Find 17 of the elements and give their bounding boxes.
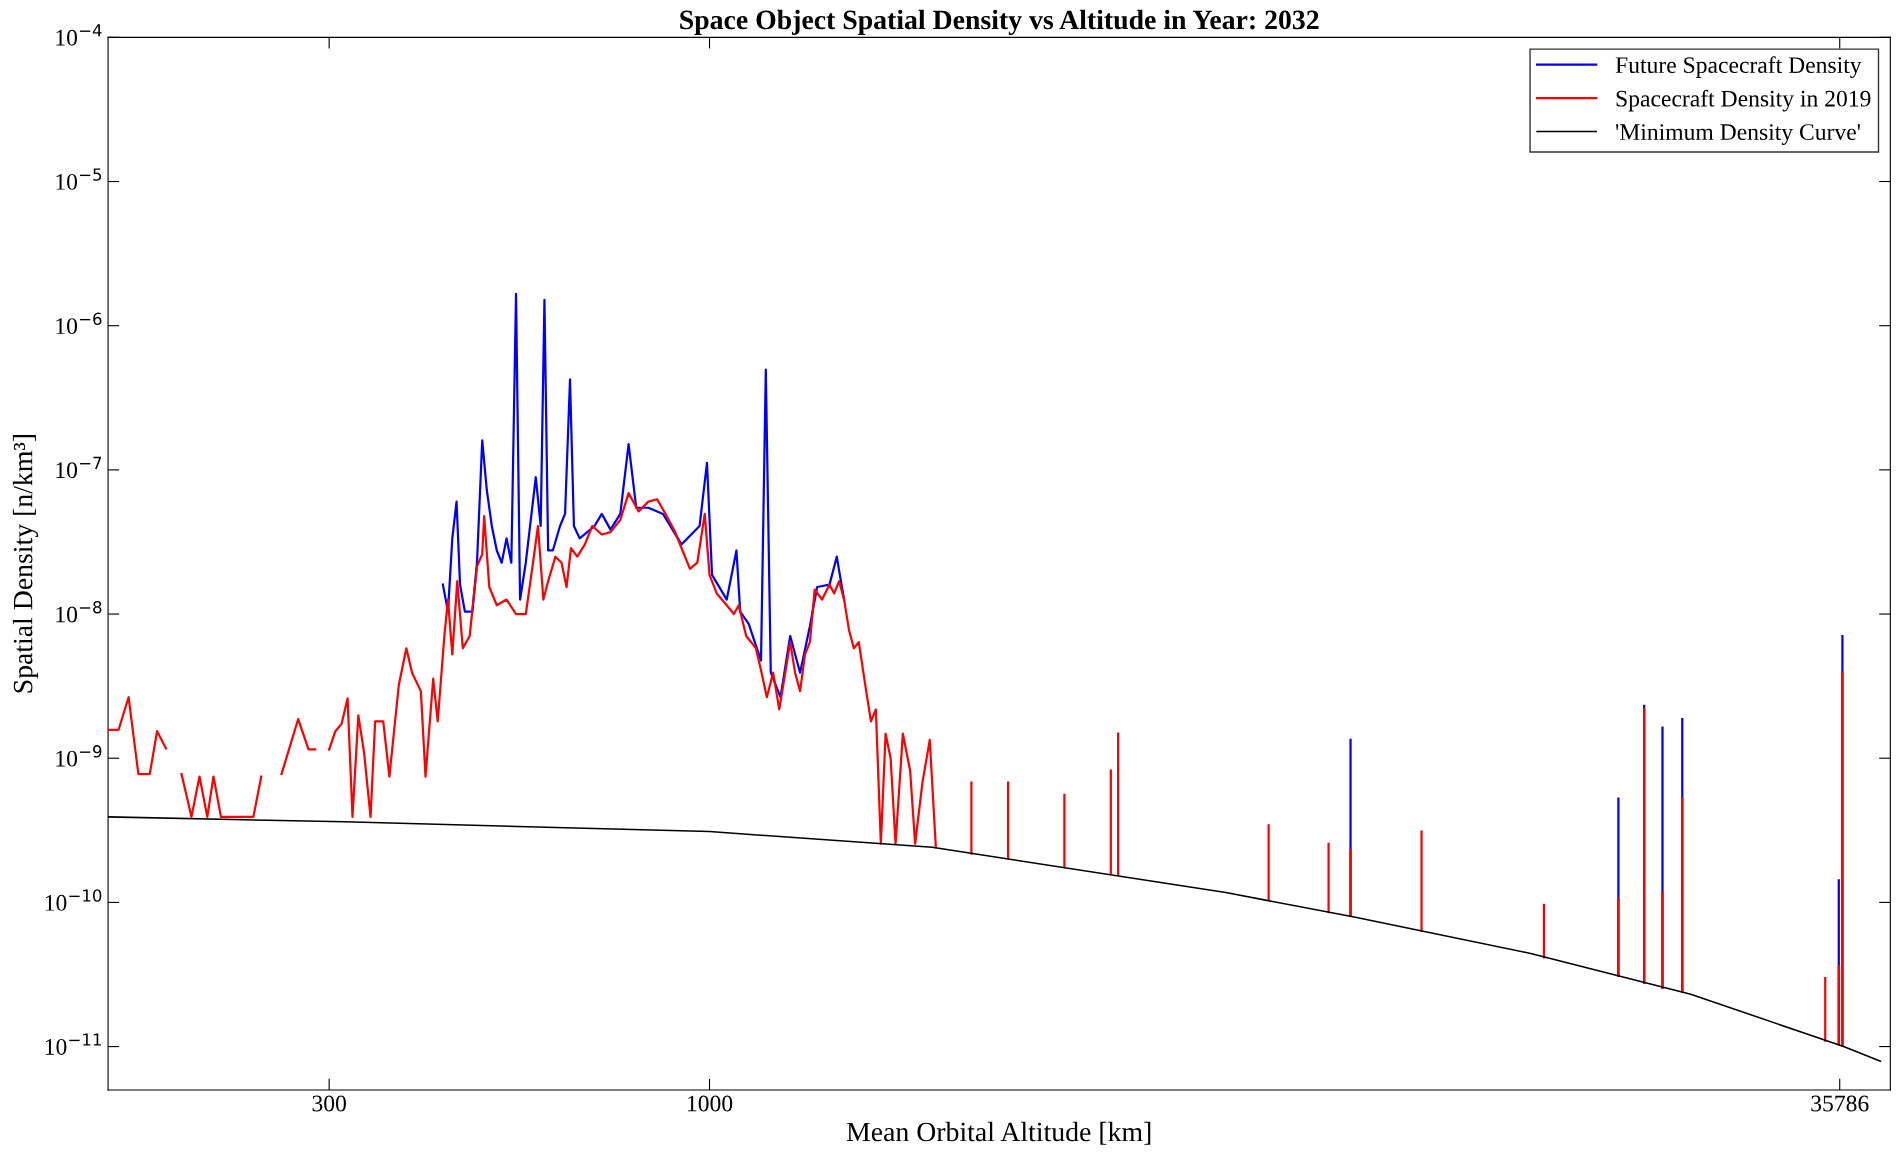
y-tick-label: 10$^{−9}$: [56, 745, 102, 767]
legend-label: Spacecraft Density in 2019: [1616, 89, 1871, 112]
legend-label: Future Spacecraft Density: [1615, 56, 1862, 78]
y-axis-title: Spatial Density [n/km³]: [12, 435, 39, 693]
y-tick-label: 10$^{−6}$: [56, 312, 102, 335]
x-tick-label: 300: [312, 1095, 346, 1112]
x-axis-title: Mean Orbital Altitude [km]: [846, 1121, 1151, 1145]
legend-label: 'Minimum Density Curve': [1616, 124, 1860, 145]
y-tick-label: 10$^{−4}$: [56, 24, 102, 46]
chart-title: Space Object Spatial Density vs Altitude in Year: 2032: [680, 9, 1319, 35]
y-tick-label: 10$^{−7}$: [56, 456, 102, 479]
y-tick-label: 10$^{−8}$: [56, 600, 102, 623]
y-tick-label: 10$^{−5}$: [56, 168, 102, 190]
y-tick-label: 10$^{−10}$: [45, 889, 102, 911]
y-tick-label: 10$^{−11}$: [45, 1033, 101, 1055]
x-tick-label: 1000: [687, 1095, 733, 1112]
x-tick-label: 35786: [1811, 1095, 1869, 1112]
